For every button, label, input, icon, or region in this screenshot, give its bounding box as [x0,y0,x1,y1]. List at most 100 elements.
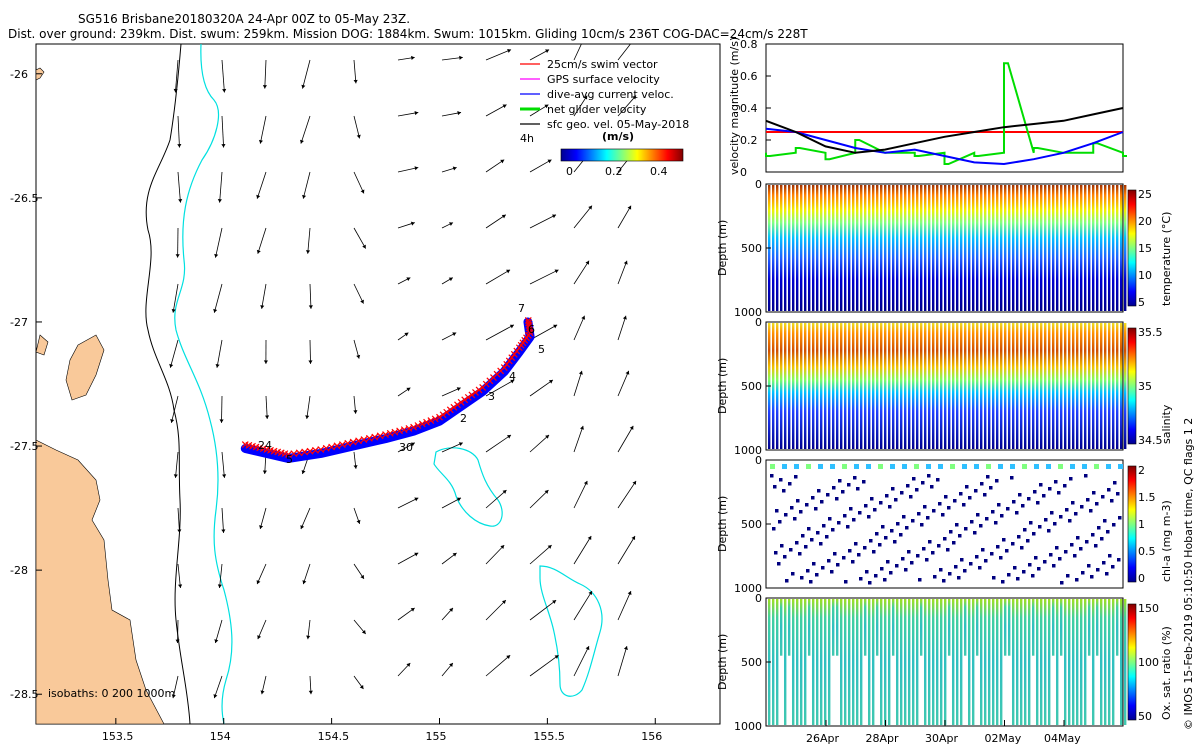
section-cast [1004,185,1007,311]
map-frame [35,43,721,725]
current-vector [177,507,180,533]
swim-vector [461,396,469,404]
chl-dot [800,576,804,580]
current-vector-head [260,690,265,695]
current-vector-head [414,497,419,502]
current-vector-head [632,95,637,100]
chl-dot [917,512,921,516]
depth-axis-label: Depth (m) [716,220,729,276]
swim-vector [349,438,357,446]
chl-dot [923,505,927,509]
chl-surface-dot [1058,464,1063,469]
current-vector-head [627,205,632,210]
current-vector-head [302,580,307,585]
section-cast [1096,599,1099,656]
current-vector [219,171,223,203]
section-cast [804,323,807,449]
current-vector-head [301,470,306,474]
section-cast [900,185,903,311]
chl-dot [991,510,995,514]
chl-dot [852,518,856,522]
section-cast [976,185,979,311]
depth-tick-label: 1000 [734,720,762,733]
current-vector [573,315,585,341]
current-vector-head [587,535,592,540]
current-vector-head [300,525,305,530]
colorbar-tick-label: 2 [1138,464,1145,477]
section-cast [1116,323,1119,449]
current-vector-head [452,166,457,171]
chl-dot [1033,490,1037,494]
section-cast [836,185,839,311]
section-cast [1072,323,1075,449]
speed-colorbar [560,148,684,162]
chl-dot [862,480,866,484]
chl-dot [893,540,897,544]
current-vector-head [359,685,364,689]
section-cast [988,185,991,311]
section-cast [1120,599,1123,725]
chl-dot [1080,505,1084,509]
current-vector [353,171,365,194]
section-cast [1124,599,1127,725]
chl-dot [983,493,987,497]
colorbar-label: temperature (°C) [1160,212,1173,306]
chl-dot [835,497,839,501]
section-cast [1028,323,1031,449]
section-cast [836,323,839,449]
current-vector-head [305,250,311,254]
chl-dot [1044,518,1048,522]
section-cast [812,185,815,311]
chl-dot [779,478,783,482]
section-cast [924,599,927,725]
section-cast [988,323,991,449]
section-cast [916,599,919,725]
swim-vector [328,443,336,451]
chl-dot [976,513,980,517]
section-cast [976,599,979,656]
chl-dot [864,504,868,508]
chl-dot [1087,564,1091,568]
chl-dot [1094,544,1098,548]
chl-dot [986,475,990,479]
current-vector [353,227,367,249]
current-vector-head [177,529,182,533]
current-vector [617,425,634,453]
chl-dot [1017,535,1021,539]
chl-dot [953,499,957,503]
current-vector-head [631,535,636,540]
swim-vector [371,433,379,441]
section-cast [984,323,987,449]
chl-dot [1054,480,1058,484]
section-cast [804,185,807,311]
chl-dot [1064,550,1068,554]
map-xtick-label: 154.5 [318,730,350,743]
current-vector [573,44,582,61]
chl-dot [1010,476,1014,480]
current-vector [309,283,312,309]
section-cast [1112,599,1115,725]
section-cast [1072,599,1075,725]
chl-surface-dot [890,464,895,469]
chl-dot [1016,577,1020,581]
current-vector-head [214,253,219,258]
chl-dot [1101,495,1105,499]
current-vector-head [219,419,224,423]
section-cast [1044,185,1047,311]
section-cast [908,185,911,311]
current-vector-head [414,166,419,171]
chl-dot [896,522,900,526]
section-cast [1088,323,1091,449]
section-cast [792,323,795,449]
current-vector-head [175,639,180,644]
current-vector-head [170,419,175,423]
current-vector [573,370,583,397]
section-cast [776,323,779,449]
chl-dot [1113,481,1117,485]
chl-dot [1034,556,1038,560]
section-cast [1040,323,1043,449]
chl-dot [1068,519,1072,523]
section-cast [940,323,943,449]
current-vector-head [360,299,364,304]
